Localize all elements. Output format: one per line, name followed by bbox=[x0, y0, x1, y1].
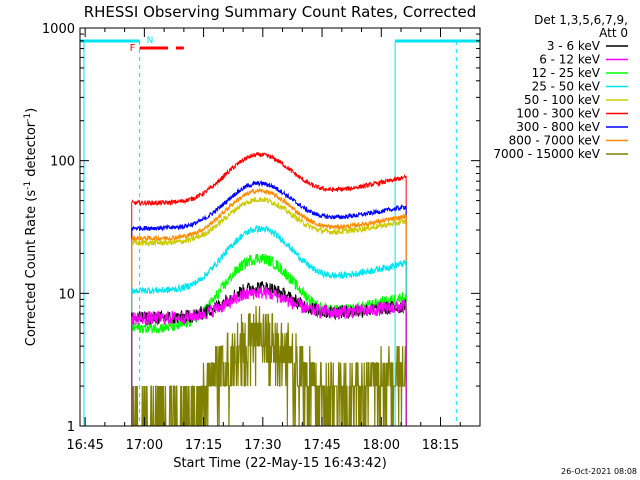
y-tick-label: 1 bbox=[67, 420, 75, 435]
x-tick-label: 18:15 bbox=[422, 438, 459, 453]
night-flag-label: N bbox=[147, 36, 154, 46]
y-label-sup-1: -1 bbox=[23, 181, 33, 190]
x-tick-label: 16:45 bbox=[66, 438, 103, 453]
y-axis-label: Corrected Count Rate (s-1 detector-1) bbox=[23, 108, 39, 346]
y-tick-label: 100 bbox=[50, 155, 75, 170]
x-tick-label: 17:45 bbox=[303, 438, 340, 453]
y-label-part-2: detector bbox=[24, 121, 39, 181]
legend-label: 6 - 12 keV bbox=[539, 53, 601, 67]
series-line-1 bbox=[131, 286, 407, 426]
legend-label: 12 - 25 keV bbox=[532, 66, 601, 80]
y-axis: 1 10 100 1000 bbox=[42, 22, 480, 435]
series-line-7 bbox=[131, 187, 407, 426]
x-axis: 16:45 17:00 17:15 17:30 17:45 18:00 18:15 bbox=[66, 28, 461, 453]
legend-header-1: Det 1,3,5,6,7,9, bbox=[534, 13, 628, 27]
legend-label: 7000 - 15000 keV bbox=[493, 147, 600, 161]
x-tick-label: 17:00 bbox=[126, 438, 163, 453]
series-line-4 bbox=[131, 197, 407, 426]
x-axis-label: Start Time (22-May-15 16:43:42) bbox=[173, 456, 387, 471]
legend-label: 3 - 6 keV bbox=[547, 39, 601, 53]
y-tick-label: 1000 bbox=[42, 22, 75, 37]
x-tick-label: 17:30 bbox=[244, 438, 281, 453]
flare-flag-label: F bbox=[130, 43, 136, 54]
y-tick-label: 10 bbox=[58, 287, 75, 302]
series-line-5 bbox=[131, 151, 407, 426]
legend-label: 800 - 7000 keV bbox=[509, 134, 601, 148]
x-tick-label: 18:00 bbox=[363, 438, 400, 453]
legend-label: 300 - 800 keV bbox=[516, 120, 600, 134]
plot-area: NF bbox=[80, 36, 480, 427]
legend-label: 100 - 300 keV bbox=[516, 107, 600, 121]
y-label-sup-2: -1 bbox=[23, 113, 33, 122]
x-tick-label: 17:15 bbox=[185, 438, 222, 453]
series-line-6 bbox=[131, 180, 407, 426]
legend-label: 25 - 50 keV bbox=[532, 80, 601, 94]
legend-label: 50 - 100 keV bbox=[524, 93, 601, 107]
series-line-3 bbox=[131, 224, 407, 426]
chart-title: RHESSI Observing Summary Count Rates, Co… bbox=[84, 3, 477, 21]
y-label-part-3: ) bbox=[24, 108, 39, 113]
timestamp: 26-Oct-2021 08:08 bbox=[561, 467, 637, 476]
y-label-part-1: Corrected Count Rate (s bbox=[24, 190, 39, 347]
plot-frame bbox=[79, 27, 481, 427]
legend-header-2: Att 0 bbox=[599, 26, 628, 40]
